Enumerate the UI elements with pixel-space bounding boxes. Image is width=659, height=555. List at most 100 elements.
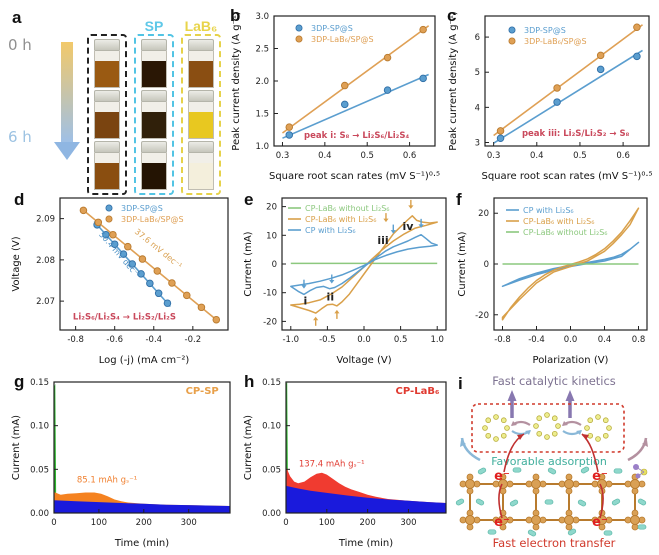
svg-text:Square root scan rates (mV S⁻¹: Square root scan rates (mV S⁻¹)⁰·⁵ bbox=[481, 171, 652, 182]
svg-text:ii: ii bbox=[327, 291, 335, 304]
svg-text:0.00: 0.00 bbox=[262, 509, 281, 519]
vial-body bbox=[188, 153, 214, 190]
svg-text:CP-SP: CP-SP bbox=[186, 386, 219, 397]
vial-liquid bbox=[95, 112, 119, 138]
svg-text:200: 200 bbox=[136, 518, 152, 528]
svg-text:20: 20 bbox=[266, 203, 277, 213]
panel-b-letter: b bbox=[230, 6, 241, 25]
svg-text:2.5: 2.5 bbox=[255, 45, 269, 55]
svg-text:0.3: 0.3 bbox=[487, 151, 501, 161]
svg-text:CP-LaB₆ without Li₂S₆: CP-LaB₆ without Li₂S₆ bbox=[305, 204, 390, 213]
panel-b-chart: b 0.3 0.4 0.5 0.6 1.0 1.5 2.0 2.5 3.0 Square root… bbox=[228, 0, 443, 186]
svg-text:Favorable adsorption: Favorable adsorption bbox=[491, 455, 607, 468]
svg-text:10: 10 bbox=[266, 231, 277, 241]
vial-body bbox=[94, 51, 120, 88]
svg-text:85.1 mAh gₛ⁻¹: 85.1 mAh gₛ⁻¹ bbox=[77, 475, 137, 485]
svg-text:4: 4 bbox=[475, 103, 480, 113]
svg-text:0.5: 0.5 bbox=[573, 151, 587, 161]
svg-text:CP with Li₂S₆: CP with Li₂S₆ bbox=[523, 206, 574, 215]
svg-text:5: 5 bbox=[475, 68, 480, 78]
time-arrow-head bbox=[54, 142, 80, 160]
panel-c-letter: c bbox=[447, 6, 457, 25]
svg-text:2.0: 2.0 bbox=[255, 77, 269, 87]
svg-text:6: 6 bbox=[475, 33, 480, 43]
svg-text:0.0: 0.0 bbox=[564, 335, 578, 345]
vial-liquid bbox=[142, 163, 166, 189]
vial-body bbox=[141, 51, 167, 88]
svg-text:peak iii: Li₂S/Li₂S₂ → S₈: peak iii: Li₂S/Li₂S₂ → S₈ bbox=[522, 129, 630, 139]
chart-cv: -1.0 -0.5 0.0 0.5 1.0 -20 -10 0 10 20 Voltage (V) C… bbox=[243, 197, 447, 366]
svg-text:0.0: 0.0 bbox=[357, 335, 371, 345]
vial-liquid bbox=[189, 61, 213, 87]
svg-text:Peak current density (A g⁻¹): Peak current density (A g⁻¹) bbox=[231, 11, 242, 151]
panel-c-chart: c 0.3 0.4 0.5 0.6 3 4 5 6 Square root scan rates… bbox=[445, 0, 657, 186]
svg-text:100: 100 bbox=[91, 518, 107, 528]
svg-text:e⁻: e⁻ bbox=[592, 515, 608, 530]
svg-text:3DP-SP@S: 3DP-SP@S bbox=[524, 26, 566, 35]
svg-text:e⁻: e⁻ bbox=[592, 469, 608, 484]
vial bbox=[185, 90, 217, 139]
vial-liquid bbox=[142, 61, 166, 87]
mechanism-schematic: Fast catalytic kinetics Favorable adsorpt… bbox=[455, 374, 648, 550]
vial-column-label: LaB₆ bbox=[184, 18, 218, 34]
svg-text:50.4 mV dec⁻¹: 50.4 mV dec⁻¹ bbox=[97, 230, 142, 280]
svg-text:0.5: 0.5 bbox=[360, 151, 374, 161]
svg-text:Fast electron transfer: Fast electron transfer bbox=[493, 536, 616, 550]
svg-text:CP-LaB₆ with Li₂S₆: CP-LaB₆ with Li₂S₆ bbox=[523, 217, 594, 226]
panel-a-letter: a bbox=[12, 8, 22, 27]
vial-liquid bbox=[189, 163, 213, 189]
vial-cap bbox=[141, 39, 167, 51]
svg-text:CP-LaB₆: CP-LaB₆ bbox=[396, 386, 440, 397]
svg-text:0: 0 bbox=[283, 518, 288, 528]
time-end-label: 6 h bbox=[8, 128, 32, 146]
svg-text:0.6: 0.6 bbox=[403, 151, 417, 161]
svg-text:Current (mA): Current (mA) bbox=[457, 231, 468, 296]
chart-tafel: -0.8 -0.6 -0.4 -0.2 2.07 2.08 2.09 Log (-j) (mA… bbox=[11, 197, 229, 366]
svg-text:-10: -10 bbox=[263, 289, 277, 299]
svg-text:3DP-LaB₆/SP@S: 3DP-LaB₆/SP@S bbox=[524, 37, 587, 46]
vial-body bbox=[188, 102, 214, 139]
svg-text:Voltage (V): Voltage (V) bbox=[11, 236, 22, 291]
vial-column-box bbox=[181, 34, 221, 195]
svg-text:0.3: 0.3 bbox=[276, 151, 290, 161]
svg-text:Log (-j) (mA cm⁻²): Log (-j) (mA cm⁻²) bbox=[99, 355, 190, 366]
svg-text:0.10: 0.10 bbox=[262, 422, 281, 432]
svg-text:1.0: 1.0 bbox=[255, 142, 269, 152]
panel-i-letter: i bbox=[458, 374, 463, 393]
svg-text:3.0: 3.0 bbox=[255, 12, 269, 22]
vial-column: SP bbox=[133, 18, 175, 195]
svg-text:0: 0 bbox=[484, 260, 489, 270]
svg-text:Current (mA): Current (mA) bbox=[243, 231, 254, 296]
svg-text:0.05: 0.05 bbox=[262, 465, 281, 475]
svg-text:e⁻: e⁻ bbox=[494, 515, 510, 530]
vial bbox=[138, 39, 170, 88]
svg-text:iii: iii bbox=[377, 234, 388, 247]
svg-text:-20: -20 bbox=[263, 317, 277, 327]
time-arrow-shaft bbox=[61, 42, 73, 142]
time-arrow-icon bbox=[54, 42, 80, 160]
svg-text:0.00: 0.00 bbox=[30, 509, 49, 519]
vial-liquid bbox=[189, 112, 213, 138]
chart-nucleation-cp-lab6: 0 100 200 300 0.00 0.05 0.10 0.15 Time (min) Curr… bbox=[243, 378, 447, 549]
svg-text:0.4: 0.4 bbox=[598, 335, 612, 345]
svg-text:2.08: 2.08 bbox=[36, 256, 55, 266]
svg-text:3DP-LaB₆/SP@S: 3DP-LaB₆/SP@S bbox=[121, 215, 184, 224]
svg-text:Voltage (V): Voltage (V) bbox=[336, 355, 391, 366]
vial-body bbox=[141, 153, 167, 190]
panel-e-chart: e -1.0 -0.5 0.0 0.5 1.0 -20 -10 0 10 20 Voltage (V… bbox=[240, 186, 454, 370]
svg-text:Current (mA): Current (mA) bbox=[11, 415, 22, 480]
svg-text:peak i: S₈ → Li₂S₆/Li₂S₄: peak i: S₈ → Li₂S₆/Li₂S₄ bbox=[304, 131, 410, 141]
vial-liquid bbox=[95, 61, 119, 87]
svg-text:i: i bbox=[304, 295, 308, 308]
svg-text:-20: -20 bbox=[475, 311, 489, 321]
svg-text:0.4: 0.4 bbox=[530, 151, 544, 161]
svg-text:1.0: 1.0 bbox=[430, 335, 444, 345]
vial-column-box bbox=[87, 34, 127, 195]
svg-text:200: 200 bbox=[360, 518, 376, 528]
svg-text:CP with Li₂S₆: CP with Li₂S₆ bbox=[305, 226, 356, 235]
svg-text:2.07: 2.07 bbox=[36, 297, 55, 307]
svg-text:137.4 mAh gₛ⁻¹: 137.4 mAh gₛ⁻¹ bbox=[299, 460, 365, 470]
vial-cap bbox=[188, 141, 214, 153]
panel-d-letter: d bbox=[14, 190, 25, 209]
